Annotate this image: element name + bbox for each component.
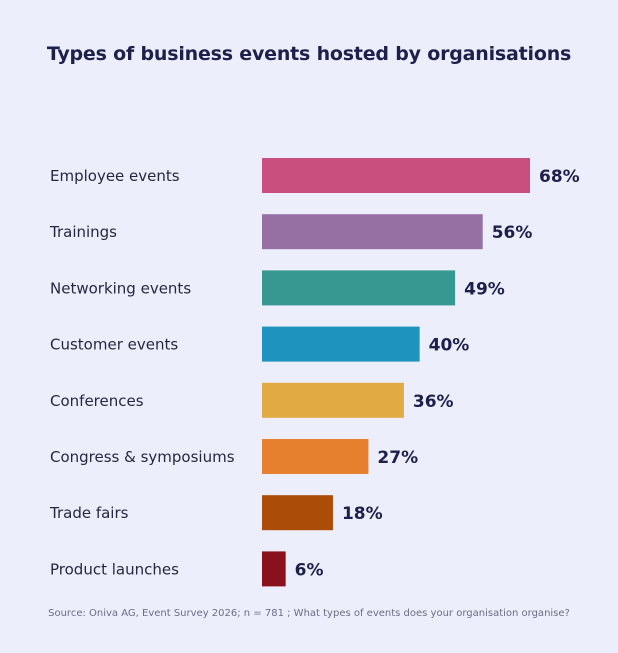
bar [262,439,369,474]
value-label: 68% [539,167,580,187]
value-label: 27% [377,448,418,468]
value-label: 18% [342,504,383,524]
category-label: Conferences [50,392,144,410]
chart-title: Types of business events hosted by organ… [46,43,572,65]
value-label: 49% [464,279,505,299]
category-label: Product launches [50,560,179,578]
value-label: 40% [429,336,470,356]
category-label: Networking events [50,279,191,297]
category-label: Congress & symposiums [50,448,235,466]
bar [262,551,286,587]
category-label: Trade fairs [49,504,129,522]
category-label: Employee events [50,167,180,185]
bar [262,382,404,418]
bar [262,158,530,193]
value-label: 6% [295,560,324,580]
category-label: Trainings [49,223,117,241]
category-label: Customer events [50,336,178,354]
bar [262,326,420,362]
value-label: 56% [492,223,533,243]
bar [262,270,456,306]
bar [262,214,483,250]
value-label: 36% [413,392,454,412]
bar [262,495,333,531]
source-note: Source: Oniva AG, Event Survey 2026; n =… [48,608,570,619]
bar-chart: Employee events 68% Trainings 56% Networking… [49,158,580,587]
